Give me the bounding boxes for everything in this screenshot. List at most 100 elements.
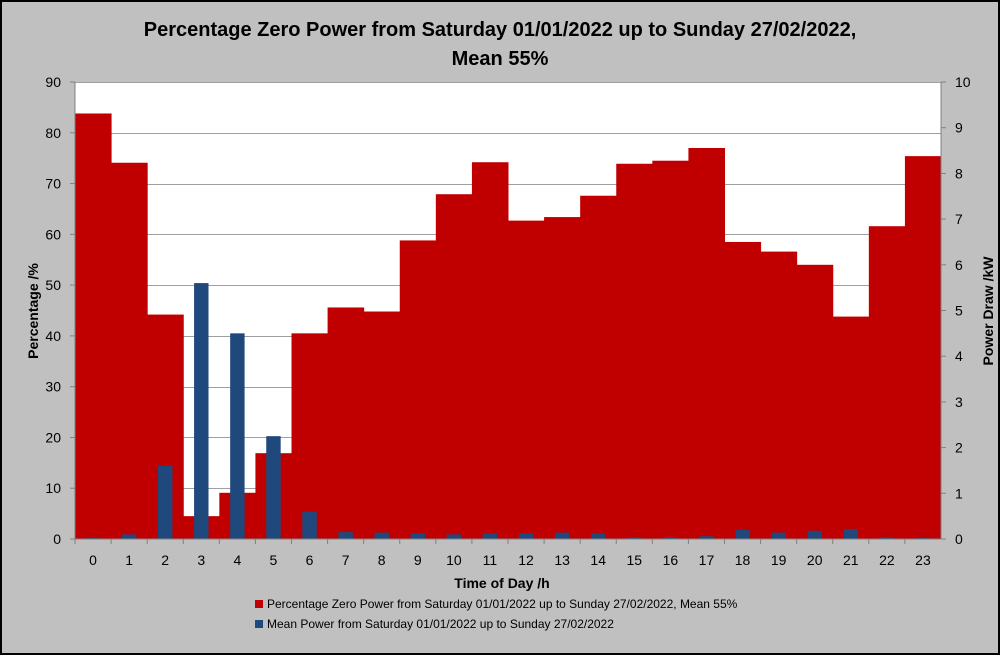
zero-power-bar — [363, 311, 401, 539]
zero-power-bar — [508, 220, 545, 539]
x-tick-label: 17 — [699, 552, 715, 568]
zero-power-bar — [471, 162, 509, 539]
x-tick-label: 12 — [518, 552, 534, 568]
x-tick-label: 14 — [590, 552, 606, 568]
mean-power-bar — [771, 532, 786, 539]
mean-power-bar — [482, 533, 498, 539]
mean-power-bar — [194, 283, 209, 539]
legend-label-zero-power: Percentage Zero Power from Saturday 01/0… — [267, 597, 738, 611]
mean-power-bar — [879, 537, 895, 539]
x-tick-label: 1 — [125, 552, 133, 568]
x-tick-label: 19 — [771, 552, 787, 568]
y-right-tick-label: 3 — [955, 394, 963, 410]
mean-power-bar — [663, 537, 678, 539]
chart-title-line2: Mean 55% — [452, 48, 549, 70]
legend-swatch-zero-power — [255, 600, 263, 608]
y-left-tick-label: 0 — [53, 531, 61, 547]
x-tick-label: 23 — [915, 552, 931, 568]
x-tick-label: 10 — [446, 552, 462, 568]
mean-power-bar — [699, 536, 714, 539]
zero-power-bar — [580, 195, 617, 539]
y-right-tick-label: 0 — [955, 531, 963, 547]
mean-power-bar — [230, 333, 245, 539]
mean-power-bar — [302, 511, 317, 539]
x-tick-label: 22 — [879, 552, 895, 568]
mean-power-bar — [518, 533, 534, 539]
y-right-tick-label: 7 — [955, 211, 963, 227]
zero-power-bar — [796, 264, 834, 539]
x-tick-label: 6 — [306, 552, 314, 568]
mean-power-bar — [374, 532, 389, 539]
y-right-tick-label: 9 — [955, 120, 963, 136]
x-tick-label: 9 — [414, 552, 422, 568]
mean-power-bar — [410, 533, 426, 539]
x-tick-label: 13 — [554, 552, 570, 568]
zero-power-bar — [327, 307, 365, 539]
zero-power-series — [75, 113, 942, 540]
zero-power-bar — [724, 241, 762, 539]
y-left-tick-label: 60 — [45, 226, 61, 242]
y-left-tick-label: 30 — [45, 379, 61, 395]
legend-swatch-mean-power — [255, 620, 263, 628]
y-left-tick-label: 90 — [45, 74, 61, 90]
mean-power-bar — [590, 533, 606, 539]
x-tick-label: 0 — [89, 552, 97, 568]
x-ticks: 0 1 2 3 4 5 6 7 8 9 10 11 12 13 14 15 16 17 18 19 20 21 22 23 — [74, 539, 931, 568]
y-right-tick-label: 8 — [955, 165, 963, 181]
y-left-ticks: 0 10 20 30 40 50 60 70 80 90 — [45, 74, 75, 547]
mean-power-series — [85, 283, 931, 539]
zero-power-bar — [616, 163, 653, 539]
y-right-tick-label: 5 — [955, 303, 963, 319]
x-tick-label: 3 — [197, 552, 205, 568]
mean-power-bar — [807, 530, 822, 539]
x-tick-label: 4 — [233, 552, 241, 568]
chart-title-line1: Percentage Zero Power from Saturday 01/0… — [144, 19, 857, 41]
x-tick-label: 11 — [483, 552, 498, 568]
zero-power-bar — [652, 160, 689, 539]
y-left-tick-label: 50 — [45, 277, 61, 293]
y-right-tick-label: 1 — [955, 485, 963, 501]
legend-label-mean-power: Mean Power from Saturday 01/01/2022 up t… — [267, 617, 614, 631]
zero-power-bar — [688, 148, 725, 539]
mean-power-bar — [446, 534, 462, 539]
y-left-axis-label: Percentage /% — [25, 263, 41, 359]
y-right-tick-label: 10 — [955, 74, 971, 90]
zero-power-bar — [832, 316, 870, 539]
y-right-ticks: 0 1 2 3 4 5 6 7 8 9 10 — [941, 74, 971, 547]
x-tick-label: 2 — [161, 552, 169, 568]
zero-power-bar — [399, 240, 437, 539]
zero-power-bar — [760, 251, 798, 539]
y-right-tick-label: 4 — [955, 348, 963, 364]
mean-power-bar — [338, 532, 353, 539]
y-left-tick-label: 20 — [45, 429, 61, 445]
x-tick-label: 20 — [807, 552, 823, 568]
x-axis-label: Time of Day /h — [454, 575, 549, 591]
mean-power-bar — [157, 465, 173, 539]
zero-power-bar — [111, 162, 148, 539]
mean-power-bar — [266, 436, 281, 539]
y-left-tick-label: 10 — [45, 480, 61, 496]
mean-power-bar — [121, 534, 137, 539]
zero-power-bar — [291, 333, 329, 539]
mean-power-bar — [554, 532, 570, 539]
mean-power-bar — [843, 528, 859, 539]
x-tick-label: 8 — [378, 552, 386, 568]
y-left-tick-label: 40 — [45, 328, 61, 344]
y-left-tick-label: 70 — [45, 176, 61, 192]
y-right-tick-label: 2 — [955, 440, 963, 456]
zero-power-bar — [868, 226, 906, 539]
zero-power-bar — [435, 194, 473, 540]
x-tick-label: 7 — [342, 552, 350, 568]
mean-power-bar — [627, 537, 642, 539]
legend: Percentage Zero Power from Saturday 01/0… — [255, 597, 738, 631]
x-tick-label: 16 — [663, 552, 679, 568]
y-right-axis-label: Power Draw /kW — [980, 256, 996, 366]
mean-power-bar — [735, 529, 750, 539]
x-tick-label: 18 — [735, 552, 751, 568]
y-left-tick-label: 80 — [45, 125, 61, 141]
zero-power-bar — [544, 217, 581, 539]
zero-power-bar — [75, 113, 112, 539]
x-tick-label: 5 — [270, 552, 278, 568]
x-tick-label: 21 — [843, 552, 859, 568]
